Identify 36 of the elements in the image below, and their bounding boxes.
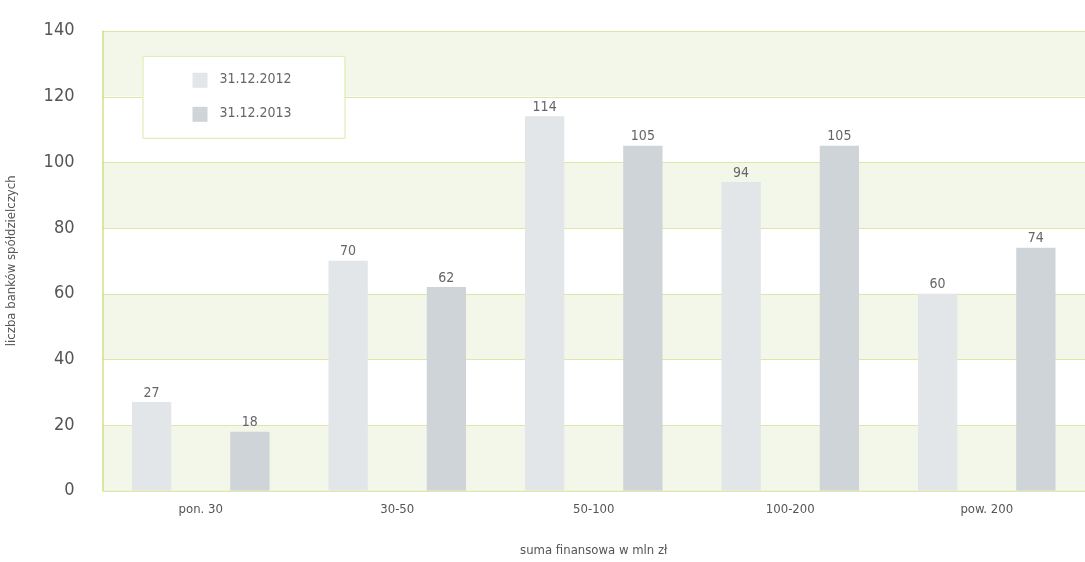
y-tick-label: 40 bbox=[53, 347, 75, 369]
x-tick-label: pon. 30 bbox=[178, 500, 223, 516]
y-tick-label: 0 bbox=[64, 478, 75, 500]
y-tick-label: 80 bbox=[53, 215, 75, 237]
x-tick-label: 50-100 bbox=[573, 500, 615, 516]
data-label: 74 bbox=[1027, 229, 1044, 246]
x-axis-title: suma finansowa w mln zł bbox=[520, 541, 669, 557]
bar bbox=[230, 431, 270, 491]
y-tick-label: 100 bbox=[43, 149, 75, 171]
data-label: 60 bbox=[929, 275, 946, 292]
data-label: 62 bbox=[438, 268, 455, 285]
bar bbox=[1016, 247, 1056, 491]
bar bbox=[917, 293, 958, 491]
bar bbox=[819, 145, 860, 491]
bar bbox=[426, 287, 467, 491]
y-axis-title: liczba banków spółdzielczych bbox=[3, 175, 19, 347]
bar bbox=[524, 116, 565, 491]
x-tick-label: pow. 200 bbox=[960, 500, 1014, 516]
y-tick-label: 20 bbox=[53, 412, 75, 434]
x-tick-label: 30-50 bbox=[380, 500, 415, 516]
data-label: 70 bbox=[340, 242, 357, 259]
y-tick-label: 120 bbox=[43, 84, 75, 106]
y-tick-label: 60 bbox=[53, 281, 75, 303]
data-label: 105 bbox=[827, 127, 852, 144]
data-label: 27 bbox=[143, 383, 160, 400]
legend-label: 31.12.2012 bbox=[219, 70, 292, 87]
bar bbox=[721, 181, 761, 491]
x-tick-label: 100-200 bbox=[765, 500, 815, 516]
legend-label: 31.12.2013 bbox=[219, 104, 292, 121]
bar bbox=[131, 402, 172, 491]
y-tick-label: 140 bbox=[43, 18, 75, 40]
bar bbox=[328, 260, 368, 491]
data-label: 94 bbox=[733, 163, 750, 180]
data-label: 114 bbox=[532, 97, 557, 114]
data-label: 105 bbox=[630, 127, 655, 144]
bar bbox=[623, 145, 663, 491]
